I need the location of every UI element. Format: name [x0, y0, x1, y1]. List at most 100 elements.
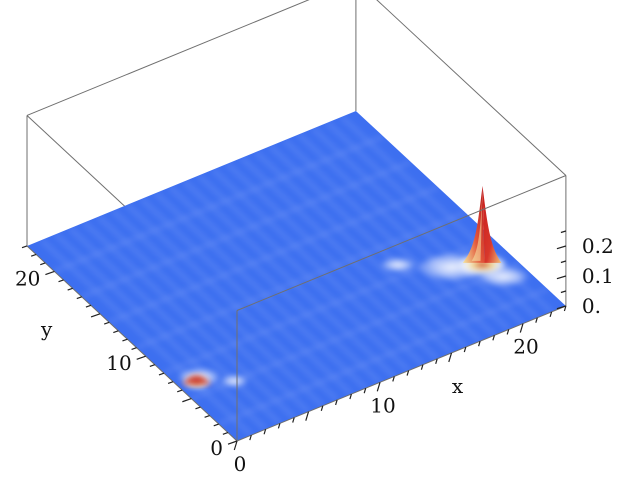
surface-ridge: [81, 159, 412, 299]
x-axis-tick: [435, 358, 438, 364]
x-axis-tick: [420, 364, 424, 370]
x-axis-tick: [535, 317, 538, 323]
x-axis-tick: [563, 305, 567, 312]
box-edge: [26, 245, 238, 442]
x-axis-tick: [363, 387, 367, 394]
x-axis-tick: [492, 335, 495, 341]
x-axis-tick: [292, 417, 295, 423]
surface-floor: [27, 110, 566, 441]
z-tick-label: 0.2: [582, 234, 614, 258]
y-axis-tick: [158, 372, 165, 376]
surface-ridge: [68, 226, 282, 426]
y-axis-tick: [85, 304, 92, 308]
peak-body: [182, 375, 211, 385]
y-axis-tick: [167, 381, 174, 384]
x-tick-label: 10: [370, 393, 395, 417]
x-axis-tick: [506, 329, 510, 335]
y-axis-tick: [182, 398, 192, 403]
z-axis-tick: [560, 290, 567, 294]
surface-ridge: [135, 210, 467, 350]
z-axis-tick: [556, 305, 567, 310]
y-tick-label: 10: [106, 351, 131, 375]
y-axis-tick: [21, 245, 28, 249]
x-tick-label: 0: [234, 452, 247, 476]
y-axis-tick: [177, 389, 183, 393]
y-axis-tick: [227, 440, 238, 445]
surface-ridge: [211, 167, 425, 367]
y-axis-tick: [204, 414, 210, 418]
y-axis-tick: [45, 270, 55, 276]
x-axis-tick: [448, 352, 453, 363]
z-axis-tick: [560, 230, 567, 234]
surface-highlight: [220, 374, 249, 387]
y-axis-tick: [30, 253, 37, 257]
surface-ridge: [190, 261, 522, 401]
x-axis-tick: [478, 341, 481, 347]
box-edge: [236, 305, 567, 442]
peak-right-face: [482, 185, 502, 263]
surface-base: [27, 110, 566, 441]
y-axis-tick: [90, 313, 101, 318]
surface-ridge: [254, 150, 468, 349]
surface-ridge: [111, 208, 325, 408]
surface-ridge: [268, 144, 482, 344]
x-axis-tick: [406, 370, 410, 376]
surface-ridge: [108, 185, 439, 325]
y-axis-tick: [58, 279, 64, 283]
y-tick-label: 0: [210, 436, 223, 460]
box-edge: [236, 175, 567, 311]
surface-ridge: [196, 173, 411, 373]
y-axis-tick: [122, 338, 128, 342]
y-axis-tick: [136, 355, 146, 360]
surface-ridge: [225, 161, 439, 361]
box-edge: [376, 0, 567, 176]
axes: 0 10 20 x 0 10 20 y 0. 0.1 0.2: [15, 230, 614, 476]
y-axis-tick: [131, 347, 137, 351]
y-axis-tick: [103, 321, 110, 325]
surface-ridge: [239, 156, 454, 355]
z-axis-tick: [556, 245, 567, 250]
x-axis-tick: [249, 434, 252, 441]
surface-ridge: [53, 134, 385, 274]
surface-ridge: [282, 138, 497, 338]
z-tick-label: 0.: [582, 294, 601, 318]
y-tick-label: 20: [15, 266, 40, 290]
surface-ridge: [96, 214, 311, 414]
y-axis-tick: [149, 364, 156, 367]
x-axis-tick: [335, 399, 338, 406]
z-tick-label: 0.1: [582, 264, 614, 288]
x-axis-tick: [305, 411, 310, 421]
x-axis-tick: [349, 393, 352, 400]
x-axis-tick: [320, 405, 324, 411]
y-axis-tick: [40, 262, 46, 266]
y-axis-tick: [113, 330, 119, 334]
x-axis-tick: [549, 311, 553, 318]
x-axis-tick: [263, 429, 267, 435]
box-edge: [26, 0, 310, 116]
surface-ridge: [168, 185, 382, 385]
x-axis-tick: [519, 323, 524, 333]
surface-ridge: [297, 132, 511, 332]
peak-highlight: [471, 189, 483, 261]
surface-ridge: [82, 220, 296, 420]
x-tick-label: 20: [513, 335, 538, 359]
surface-ridge: [182, 179, 397, 379]
x-axis-tick: [463, 346, 467, 353]
surface-ridge: [311, 126, 525, 326]
y-axis-label: y: [40, 317, 53, 341]
x-axis-tick: [277, 423, 281, 429]
surface-ridge: [139, 197, 354, 396]
y-axis-tick: [213, 423, 219, 427]
y-axis-tick: [195, 406, 201, 410]
bounding-box-front: [26, 175, 567, 442]
surface-peaks: [182, 185, 508, 389]
y-axis-tick: [76, 296, 82, 300]
z-axis-tick: [560, 260, 567, 264]
surface-ridge: [217, 287, 549, 426]
x-axis-tick: [376, 382, 381, 392]
x-axis-label: x: [452, 374, 464, 398]
surface-ridge: [125, 203, 339, 402]
surface-ridge: [154, 191, 368, 391]
surface-ridge: [53, 232, 268, 432]
